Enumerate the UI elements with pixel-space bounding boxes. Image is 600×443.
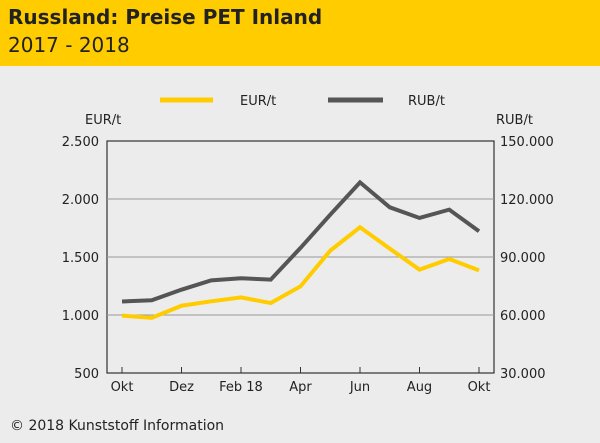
y-left-tick-label: 1.500 <box>62 251 99 266</box>
y-right-tick-label: 30.000 <box>500 367 546 382</box>
chart-subtitle: 2017 - 2018 <box>8 33 130 57</box>
copyright-footer: © 2018 Kunststoff Information <box>10 418 225 434</box>
y-right-tick-label: 150.000 <box>500 135 554 150</box>
legend-label: EUR/t <box>240 94 276 109</box>
x-tick-label: Dez <box>169 380 194 395</box>
y-right-tick-label: 120.000 <box>500 193 554 208</box>
y-left-tick-label: 500 <box>74 367 99 382</box>
x-tick-label: Jun <box>349 380 370 395</box>
y-right-axis-label: RUB/t <box>496 113 533 128</box>
x-tick-label: Aug <box>407 380 432 395</box>
header-band: Russland: Preise PET Inland 2017 - 2018 <box>0 0 600 66</box>
x-tick-label: Okt <box>111 380 134 395</box>
series-line-rub-t <box>121 179 481 304</box>
series-line-eur-t <box>121 224 480 320</box>
y-left-axis-label: EUR/t <box>85 113 121 128</box>
legend-label: RUB/t <box>408 94 445 109</box>
y-left-tick-label: 1.000 <box>62 309 99 324</box>
y-right-tick-label: 60.000 <box>500 309 546 324</box>
chart-title: Russland: Preise PET Inland <box>8 5 323 29</box>
y-right-tick-label: 90.000 <box>500 251 546 266</box>
x-tick-label: Apr <box>289 380 312 395</box>
x-tick-label: Feb 18 <box>219 380 263 395</box>
y-left-tick-label: 2.000 <box>62 193 99 208</box>
y-left-tick-label: 2.500 <box>62 135 99 150</box>
x-tick-label: Okt <box>468 380 491 395</box>
